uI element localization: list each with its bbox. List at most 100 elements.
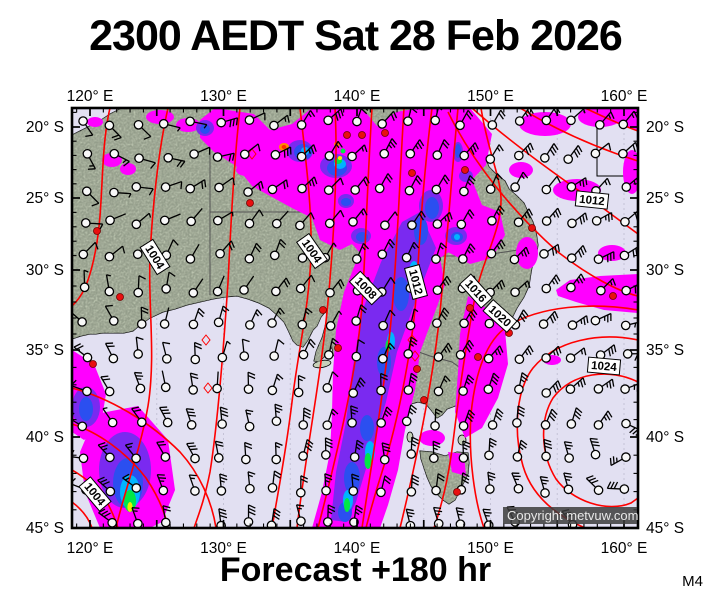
wind-barb-feather xyxy=(300,478,308,483)
wind-barb-feather xyxy=(521,312,527,320)
wind-barb-station-circle xyxy=(136,319,147,329)
wind-barb-station-circle xyxy=(132,518,143,528)
wind-barb xyxy=(589,437,601,460)
wind-barb-feather xyxy=(231,153,235,161)
wind-barb-feather xyxy=(632,249,635,258)
wind-barb-station-circle xyxy=(456,219,467,230)
wind-barb-feather xyxy=(444,216,447,222)
precip-heavy xyxy=(393,277,409,311)
wind-barb-feather xyxy=(273,473,281,479)
wind-barb-feather xyxy=(247,374,256,380)
station-dot xyxy=(528,224,536,232)
wind-barb xyxy=(185,243,200,264)
wind-barb-feather xyxy=(285,277,291,285)
wind-barb xyxy=(348,473,360,496)
wind-barb-feather xyxy=(244,445,253,450)
wind-barb-station-circle xyxy=(214,182,224,193)
wind-barb xyxy=(243,504,256,527)
wind-barb-feather xyxy=(162,505,171,509)
wind-barb-feather xyxy=(585,177,588,186)
wind-barb xyxy=(590,312,612,326)
wind-barb-feather xyxy=(642,354,645,361)
wind-barb-stem xyxy=(493,408,499,422)
wind-barb-stem xyxy=(464,175,471,188)
wind-barb-feather xyxy=(444,278,450,286)
wind-barb-feather xyxy=(487,471,496,476)
wind-barb xyxy=(156,440,171,462)
wind-barb-feather xyxy=(382,445,391,449)
wind-barb-stem xyxy=(274,339,279,353)
wind-barb-feather xyxy=(574,410,582,417)
wind-barb-feather xyxy=(407,515,413,518)
wind-barb-feather xyxy=(128,193,132,198)
wind-barb-stem xyxy=(563,441,569,455)
wind-barb xyxy=(296,144,317,162)
wind-barb xyxy=(538,310,559,329)
wind-barb-stem xyxy=(563,472,568,486)
wind-barb xyxy=(158,118,181,132)
wind-barb-station-circle xyxy=(135,383,146,394)
wind-barb-stem xyxy=(432,507,439,520)
wind-barb-stem xyxy=(141,127,152,138)
wind-barb-station-circle xyxy=(483,384,494,395)
axis-label-latitude-left: 30° S xyxy=(26,262,64,279)
wind-barb-feather xyxy=(540,476,548,479)
wind-barb-feather xyxy=(467,109,474,117)
wind-barb-feather xyxy=(494,350,498,356)
station-dot xyxy=(413,365,421,373)
wind-barb xyxy=(185,179,207,194)
wind-barb-feather xyxy=(551,408,558,416)
wind-barb-feather xyxy=(351,412,356,415)
wind-barb xyxy=(212,152,235,162)
wind-barb-feather xyxy=(220,406,228,411)
wind-barb xyxy=(593,251,615,265)
wind-barb-feather xyxy=(254,245,261,253)
wind-barb-stem xyxy=(462,339,470,352)
wind-barb-feather xyxy=(305,310,310,315)
wind-barb-feather xyxy=(526,211,531,219)
wind-barb-feather xyxy=(220,413,229,417)
wind-barb-station-circle xyxy=(216,486,227,496)
wind-barb-feather xyxy=(168,271,176,277)
wind-barb-feather xyxy=(67,450,71,456)
wind-barb xyxy=(595,344,617,360)
wind-barb-station-circle xyxy=(104,286,115,297)
wind-barb-feather xyxy=(552,385,557,393)
wind-barb-feather xyxy=(230,240,235,248)
wind-barb-feather xyxy=(590,437,598,440)
wind-barb-station-circle xyxy=(82,386,92,397)
wind-barb-station-circle xyxy=(105,452,115,463)
wind-barb-stem xyxy=(271,508,275,522)
wind-barb-feather xyxy=(296,504,305,507)
wind-barb xyxy=(133,275,146,298)
wind-barb xyxy=(485,144,504,165)
wind-barb-feather xyxy=(445,345,451,353)
wind-barb-stem xyxy=(490,345,501,356)
wind-barb-stem xyxy=(274,442,277,456)
wind-barb-feather xyxy=(467,181,472,186)
wind-barb xyxy=(541,274,561,294)
wind-barb-feather xyxy=(520,174,525,180)
wind-barb-feather xyxy=(611,379,615,387)
wind-barb-feather xyxy=(98,441,106,446)
wind-barb xyxy=(510,171,529,192)
wind-barb-feather xyxy=(456,507,464,510)
wind-barb-station-circle xyxy=(378,353,388,364)
wind-barb-station-circle xyxy=(401,416,412,427)
wind-barb-feather xyxy=(355,508,363,514)
wind-barb-stem xyxy=(250,180,262,190)
wind-barb-feather xyxy=(272,514,280,520)
wind-barb-station-circle xyxy=(621,285,632,296)
wind-barb xyxy=(458,243,476,264)
wind-barb-feather xyxy=(576,279,580,284)
wind-barb-stem xyxy=(197,146,210,153)
wind-barb-stem xyxy=(546,143,555,155)
wind-barb xyxy=(565,377,586,395)
wind-barb-stem xyxy=(250,243,258,256)
rain-contour xyxy=(247,148,257,160)
wind-barb-stem xyxy=(511,472,518,486)
wind-barb-feather xyxy=(364,108,369,111)
station-dot xyxy=(358,131,366,139)
wind-barb xyxy=(78,116,94,138)
wind-barb-feather xyxy=(308,149,311,154)
